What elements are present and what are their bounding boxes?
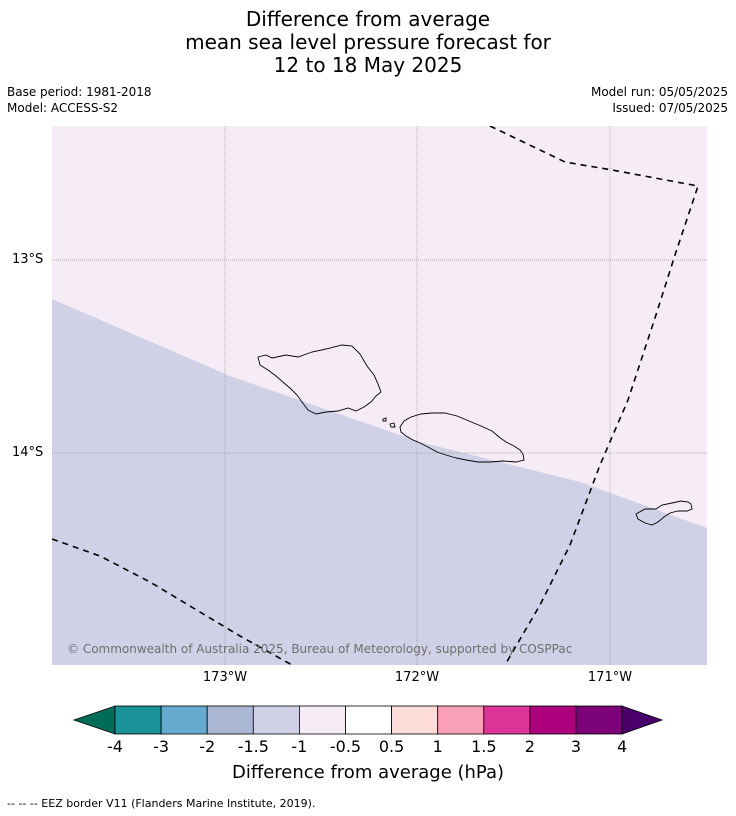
- eez-border-south: [52, 538, 293, 665]
- colorbar-segment: [391, 705, 439, 735]
- eez-footnote: -- -- -- EEZ border V11 (Flanders Marine…: [7, 797, 316, 810]
- colorbar-tick-label: 3: [570, 737, 582, 756]
- island-apolima: [382, 417, 387, 422]
- colorbar-tick-label: -1.5: [237, 737, 269, 756]
- title-line-3: 12 to 18 May 2025: [273, 53, 463, 77]
- lon-label-173w: 173°W: [202, 670, 248, 685]
- colorbar-segment: [298, 705, 346, 735]
- lat-label-14s: 14°S: [12, 445, 44, 460]
- colorbar-segment: [483, 705, 531, 735]
- model-run: Model run: 05/05/2025: [590, 85, 728, 99]
- colorbar-segment: [206, 705, 254, 735]
- lon-label-171w: 171°W: [587, 670, 633, 685]
- copyright-text: © Commonwealth of Australia 2025, Bureau…: [67, 642, 572, 656]
- colorbar: [72, 705, 664, 735]
- colorbar-tick-label: 0.5: [378, 737, 405, 756]
- colorbar-over-triangle: [621, 705, 664, 735]
- colorbar-tick-label: -4: [107, 737, 123, 756]
- colorbar-segment: [529, 705, 577, 735]
- meta-right: Model run: 05/05/2025 Issued: 07/05/2025: [591, 84, 728, 116]
- meta-left: Base period: 1981-2018 Model: ACCESS-S2: [7, 84, 152, 116]
- colorbar-title: Difference from average (hPa): [231, 762, 505, 783]
- colorbar-under-triangle: [72, 705, 116, 735]
- colorbar-segment: [437, 705, 485, 735]
- island-savaii: [257, 344, 382, 415]
- island-upolu: [399, 412, 525, 463]
- colorbar-tick-label: 1: [432, 737, 443, 756]
- colorbar-segment: [345, 705, 392, 735]
- colorbar-tick-label: -3: [153, 737, 170, 756]
- anomaly-region-lower: [52, 299, 707, 665]
- colorbar-tick-label: -2: [199, 737, 216, 756]
- colorbar-tick-label: 4: [617, 737, 628, 756]
- colorbar-tick-label: -0.5: [329, 737, 362, 756]
- title-line-1: Difference from average: [245, 7, 491, 31]
- lon-label-172w: 172°W: [394, 670, 440, 685]
- colorbar-tick-label: 1.5: [471, 737, 497, 756]
- title-line-2: mean sea level pressure forecast for: [185, 30, 551, 54]
- base-period: Base period: 1981-2018: [7, 85, 152, 99]
- colorbar-tick-label: 2: [524, 737, 535, 756]
- colorbar-segment: [160, 705, 208, 735]
- eez-border-north: [489, 126, 700, 665]
- model-name: Model: ACCESS-S2: [7, 101, 119, 115]
- issued-date: Issued: 07/05/2025: [612, 101, 728, 115]
- island-manono: [389, 422, 396, 428]
- colorbar-segment: [252, 705, 300, 735]
- colorbar-segment: [114, 705, 162, 735]
- colorbar-segment: [575, 705, 623, 735]
- map-plot-area: © Commonwealth of Australia 2025, Bureau…: [52, 126, 707, 665]
- island-tutuila: [635, 500, 693, 526]
- lat-label-13s: 13°S: [12, 252, 44, 267]
- colorbar-tick-label: -1: [291, 737, 308, 756]
- chart-title: Difference from average mean sea level p…: [0, 8, 736, 77]
